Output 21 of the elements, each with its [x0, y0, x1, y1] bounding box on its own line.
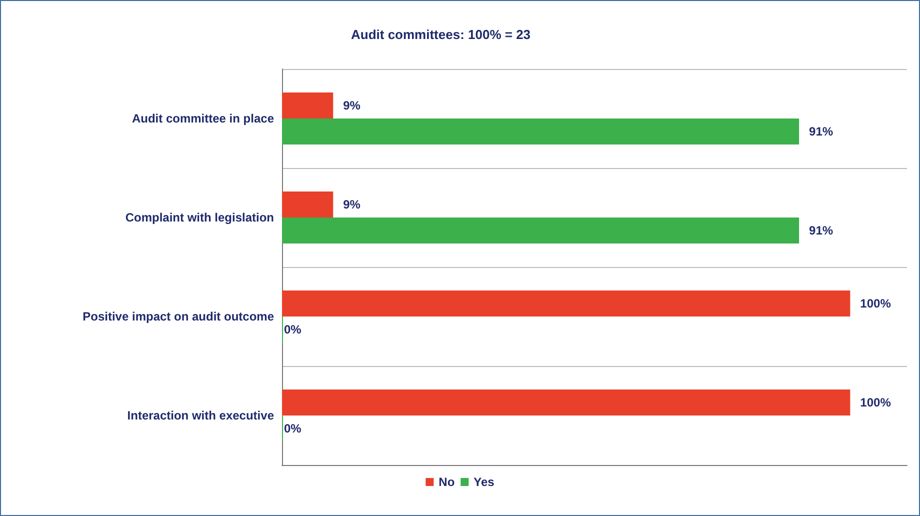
legend-label: No: [438, 475, 455, 489]
data-label: 0%: [284, 422, 302, 436]
chart-title: Audit committees: 100% = 23: [351, 27, 531, 42]
legend-label: Yes: [474, 475, 495, 489]
data-label: 9%: [343, 98, 361, 112]
data-label: 91%: [809, 124, 834, 138]
y-tick-label: Interaction with executive: [127, 408, 274, 422]
y-tick-label: Audit committee in place: [132, 112, 274, 126]
data-label: 0%: [284, 322, 302, 336]
bar: [282, 118, 800, 144]
bar: [282, 192, 334, 218]
bar: [282, 290, 850, 316]
data-label: 100%: [860, 296, 892, 310]
data-label: 100%: [860, 396, 892, 410]
y-tick-label: Positive impact on audit outcome: [82, 310, 274, 324]
bar: [282, 92, 334, 118]
data-label: 91%: [809, 224, 834, 238]
bar: [282, 390, 850, 416]
y-tick-label: Complaint with legislation: [125, 210, 274, 224]
data-label: 9%: [343, 198, 361, 212]
bar: [282, 218, 800, 244]
